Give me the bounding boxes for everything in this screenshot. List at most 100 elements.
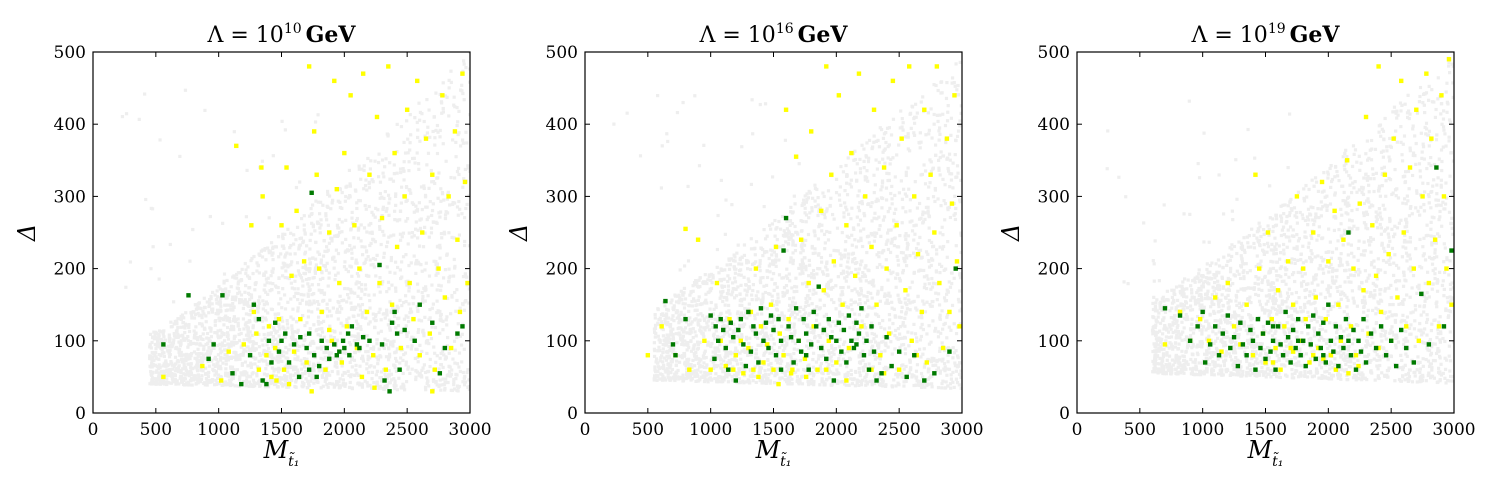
- background-point: [395, 304, 399, 308]
- background-point: [148, 332, 153, 336]
- background-point: [908, 286, 912, 290]
- background-point: [362, 168, 366, 173]
- background-point: [157, 277, 161, 281]
- background-point: [802, 313, 806, 317]
- background-point: [463, 383, 467, 387]
- x-tick-label: 1500: [260, 420, 303, 440]
- background-point: [943, 365, 947, 369]
- background-point: [312, 292, 316, 296]
- background-point: [433, 136, 437, 140]
- background-point: [382, 233, 386, 237]
- background-point: [394, 194, 398, 198]
- background-point: [840, 379, 845, 384]
- background-point: [218, 347, 222, 351]
- background-point: [329, 351, 333, 355]
- background-point: [428, 357, 432, 362]
- background-point: [450, 368, 454, 372]
- background-point: [844, 239, 848, 244]
- background-point: [439, 232, 444, 236]
- background-point: [938, 369, 943, 373]
- background-point: [281, 287, 285, 291]
- background-point: [174, 329, 178, 334]
- background-point: [940, 359, 944, 363]
- background-point: [449, 372, 453, 376]
- background-point: [711, 275, 715, 279]
- background-point: [335, 307, 340, 311]
- background-point: [836, 381, 840, 385]
- background-point: [388, 352, 392, 356]
- background-point: [223, 344, 227, 348]
- background-point: [671, 333, 675, 337]
- background-point: [940, 247, 945, 251]
- background-point: [159, 330, 163, 334]
- background-point: [949, 172, 954, 176]
- background-point: [260, 315, 265, 319]
- background-point: [198, 322, 202, 326]
- background-point: [733, 356, 737, 360]
- background-point: [220, 331, 224, 335]
- background-point: [317, 322, 321, 326]
- background-point: [217, 366, 221, 370]
- background-point: [198, 380, 203, 384]
- background-point: [790, 286, 794, 290]
- background-point: [257, 345, 261, 349]
- background-point: [862, 294, 866, 298]
- background-point: [319, 200, 323, 204]
- background-point: [389, 255, 394, 260]
- background-point: [746, 378, 750, 382]
- background-point: [316, 319, 320, 323]
- background-point: [753, 253, 757, 257]
- background-point: [440, 191, 445, 195]
- background-point: [878, 126, 882, 130]
- background-point: [792, 347, 796, 351]
- background-point: [770, 351, 774, 355]
- background-point: [790, 363, 794, 367]
- background-point: [876, 138, 880, 143]
- background-point: [212, 346, 216, 350]
- background-point: [325, 204, 329, 208]
- background-point: [870, 201, 874, 205]
- background-point: [952, 80, 956, 85]
- background-point: [706, 319, 711, 323]
- background-point: [309, 351, 313, 355]
- background-point: [325, 339, 329, 343]
- background-point: [699, 312, 703, 316]
- y-tick-label: 500: [54, 43, 86, 63]
- background-point: [938, 126, 942, 130]
- background-point: [337, 226, 341, 230]
- background-point: [306, 382, 311, 386]
- background-point: [806, 325, 810, 329]
- background-point: [224, 373, 228, 377]
- background-point: [187, 354, 191, 358]
- yellow-point: [311, 129, 317, 134]
- background-point: [433, 351, 437, 355]
- background-point: [176, 317, 180, 321]
- background-point: [248, 330, 252, 334]
- background-point: [382, 346, 387, 351]
- background-point: [789, 322, 793, 326]
- background-point: [269, 241, 274, 245]
- background-point: [467, 387, 470, 392]
- background-point: [814, 291, 818, 295]
- background-point: [347, 385, 352, 390]
- background-point: [277, 375, 282, 380]
- background-point: [353, 373, 357, 377]
- background-point: [873, 340, 878, 344]
- background-point: [258, 295, 262, 299]
- background-point: [912, 116, 916, 121]
- background-point: [360, 385, 365, 389]
- background-point: [400, 303, 404, 308]
- background-point: [264, 290, 268, 294]
- background-point: [233, 276, 237, 280]
- background-point: [815, 272, 819, 276]
- background-point: [222, 279, 226, 283]
- background-point: [177, 364, 181, 368]
- background-point: [443, 232, 447, 236]
- background-point: [464, 299, 468, 303]
- background-point: [349, 228, 353, 232]
- background-point: [283, 328, 287, 333]
- background-point: [678, 296, 682, 300]
- background-point: [467, 80, 470, 84]
- background-point: [248, 340, 252, 344]
- background-point: [430, 283, 434, 287]
